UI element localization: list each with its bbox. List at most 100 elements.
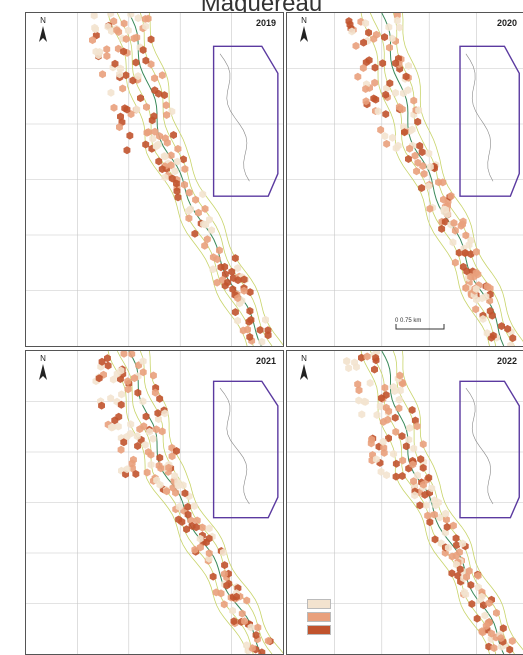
shoreline <box>220 54 249 181</box>
catch-cell <box>121 20 128 28</box>
catch-cell <box>420 464 427 472</box>
catch-cell <box>124 146 131 154</box>
catch-cell <box>405 155 412 163</box>
catch-cell <box>155 157 162 165</box>
catch-cell <box>148 461 155 469</box>
year-label: 2022 <box>497 356 517 366</box>
catch-cell <box>365 29 372 37</box>
catch-cell <box>103 52 110 60</box>
catch-cell <box>448 569 455 577</box>
catch-cell <box>392 414 399 422</box>
catch-cell <box>125 27 132 35</box>
catch-cell <box>108 89 115 97</box>
year-label: 2021 <box>256 356 276 366</box>
catch-cell <box>234 317 241 325</box>
catch-cell <box>399 457 406 465</box>
catch-cell <box>99 70 106 78</box>
north-arrow: N <box>295 355 313 380</box>
north-arrow: N <box>34 355 52 380</box>
map-panel-2019: N 2019 <box>25 12 284 347</box>
catch-cell <box>232 308 239 316</box>
catch-cell <box>418 184 425 192</box>
catch-cell <box>382 110 389 118</box>
catch-cell <box>127 13 134 18</box>
catch-cell <box>206 524 213 532</box>
map-panel-2021: N 2021 <box>25 350 284 655</box>
catch-cell <box>383 140 390 148</box>
catch-cell <box>414 118 421 126</box>
year-label: 2020 <box>497 18 517 28</box>
catch-cell <box>472 305 479 313</box>
catch-cell <box>159 71 166 79</box>
map-panel-2022: N 2022 <box>286 350 523 655</box>
legend-swatch-low <box>307 599 331 609</box>
map-canvas <box>26 13 283 346</box>
catch-cell <box>399 472 406 480</box>
catch-cell <box>498 322 505 330</box>
legend <box>307 599 331 638</box>
catch-cell <box>229 607 236 615</box>
catch-cell <box>345 364 352 372</box>
catch-cell <box>107 394 114 402</box>
north-arrow-icon <box>38 364 48 380</box>
catch-cell <box>221 561 228 569</box>
map-panel-2020: N 2020 0 0.75 km <box>286 12 523 347</box>
catch-cell <box>507 341 514 346</box>
catch-cell <box>379 59 386 67</box>
catch-cell <box>406 424 413 432</box>
catch-cell <box>192 196 199 204</box>
shoreline <box>466 388 493 504</box>
catch-cell <box>254 624 261 632</box>
legend-swatch-high <box>307 625 331 635</box>
catch-cell <box>257 326 264 334</box>
catch-cell <box>191 502 198 510</box>
north-arrow-icon <box>299 26 309 42</box>
catch-cell <box>390 450 397 458</box>
catch-cell <box>393 473 400 481</box>
north-arrow-icon <box>299 364 309 380</box>
catch-cell <box>509 637 516 645</box>
catch-cell <box>246 307 253 315</box>
scale-bar: 0 0.75 km <box>395 318 445 330</box>
catch-cell <box>396 404 403 412</box>
catch-cell <box>353 42 360 50</box>
catch-cell <box>410 445 417 453</box>
catch-cell <box>358 410 365 418</box>
catch-cell <box>367 379 374 387</box>
catch-cell <box>474 615 481 623</box>
catch-cell <box>170 131 177 139</box>
catch-cell <box>453 534 460 542</box>
shoreline <box>220 388 249 504</box>
catch-cell <box>199 190 206 198</box>
catch-cell <box>221 600 228 608</box>
catch-cell <box>150 435 157 443</box>
catch-cell <box>123 71 130 79</box>
catch-cell <box>234 264 241 272</box>
catch-cell <box>381 384 388 392</box>
catch-cell <box>371 366 378 374</box>
catch-cell <box>174 158 181 166</box>
catch-cell <box>452 259 459 267</box>
catch-cell <box>377 126 384 134</box>
catch-cell <box>126 132 133 140</box>
catch-cell <box>151 74 158 82</box>
catch-cell <box>195 209 202 217</box>
catch-cell <box>128 351 135 358</box>
catch-cell <box>420 440 427 448</box>
catch-cell <box>258 338 265 346</box>
catch-cell <box>137 94 144 102</box>
catch-cell <box>389 134 396 142</box>
catch-cell <box>134 389 141 397</box>
catch-cell <box>410 97 417 105</box>
catch-cell <box>107 13 114 17</box>
scale-bar-line <box>395 324 445 330</box>
catch-cell <box>119 85 126 93</box>
catch-cell <box>103 45 110 53</box>
map-canvas <box>287 13 523 346</box>
shoreline <box>466 54 493 181</box>
catch-cell <box>392 89 399 97</box>
year-label: 2019 <box>256 18 276 28</box>
catch-cell <box>105 362 112 370</box>
north-arrow-icon <box>38 26 48 42</box>
catch-cell <box>91 13 98 20</box>
